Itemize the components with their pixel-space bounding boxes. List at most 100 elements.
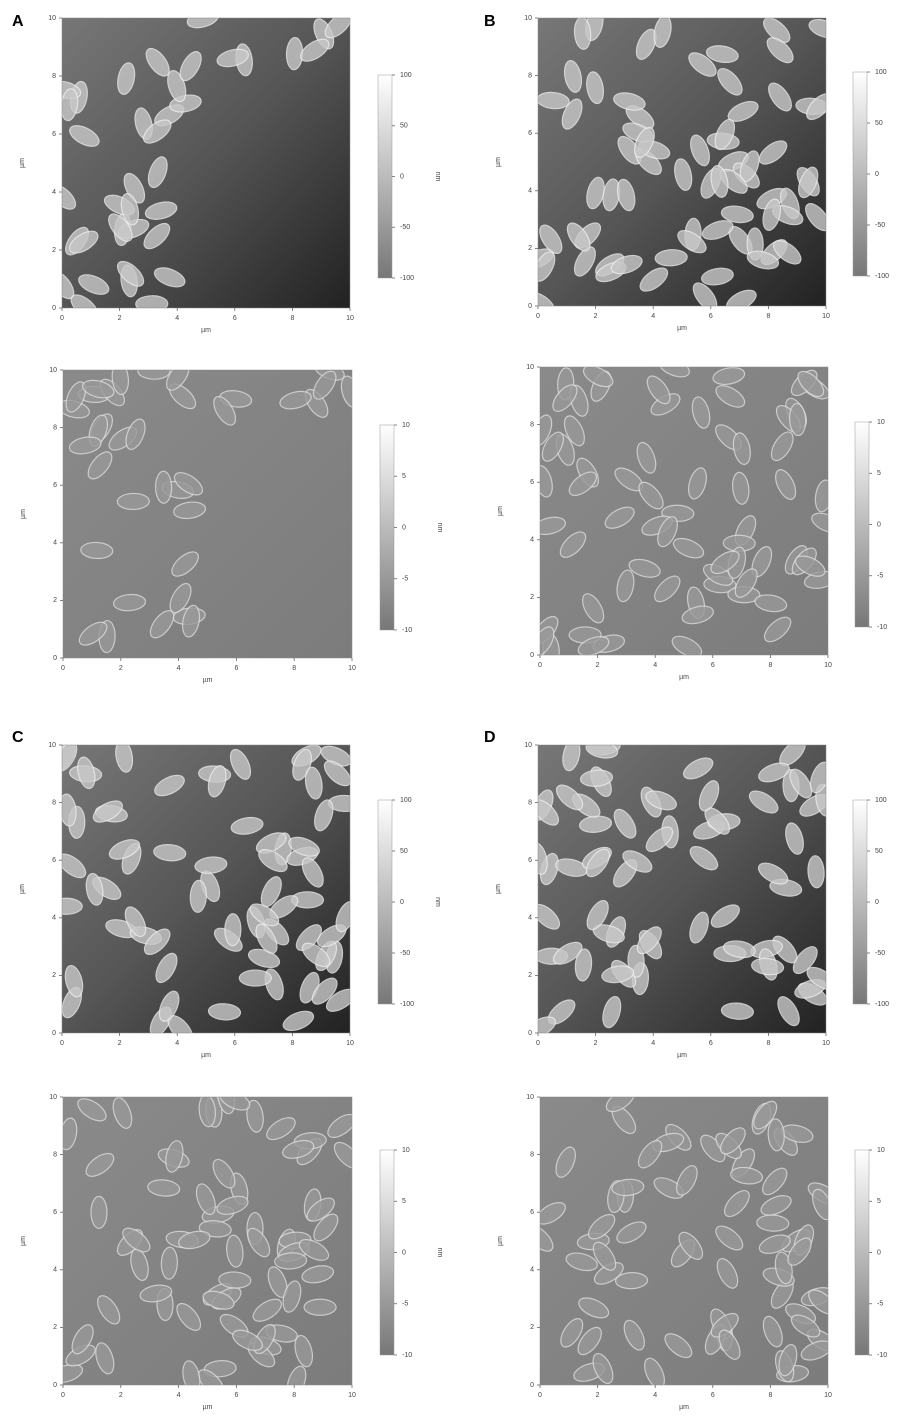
y-tick-label: 2 [52,247,56,254]
y-tick-label: 8 [53,1151,57,1158]
y-tick-label: 10 [524,742,532,749]
colorbar-tick-label: -10 [877,1352,887,1359]
colorbar-tick-label: 100 [875,797,887,804]
y-tick-label: 10 [48,742,56,749]
x-axis-label: µm [203,1404,213,1411]
cell [304,1299,336,1315]
x-tick-label: 6 [709,1040,713,1047]
y-tick-label: 6 [53,1209,57,1216]
afm-image [63,370,352,658]
y-tick-label: 4 [528,915,532,922]
x-tick-label: 6 [711,662,715,669]
colorbar-tick-label: 100 [400,797,412,804]
colorbar-tick-label: -50 [400,950,410,957]
panel-label: D [484,729,496,746]
x-tick-label: 10 [348,665,356,672]
x-tick-label: 8 [768,662,772,669]
colorbar-tick-label: 5 [402,473,406,480]
colorbar-tick-label: -100 [875,1001,889,1008]
y-tick-label: 4 [53,540,57,547]
y-tick-label: 10 [526,364,534,371]
x-axis-label: µm [679,674,689,681]
y-tick-label: 10 [526,1094,534,1101]
y-axis-label: µm [495,884,502,894]
y-tick-label: 2 [528,245,532,252]
cell [50,898,82,914]
colorbar-tick-label: 50 [400,848,408,855]
colorbar-tick-label: -100 [875,273,889,280]
y-tick-label: 6 [528,857,532,864]
colorbar-tick-label: 10 [877,419,885,426]
colorbar-tick-label: 10 [402,1147,410,1154]
x-tick-label: 6 [233,1040,237,1047]
y-tick-label: 0 [530,1382,534,1389]
x-tick-label: 0 [61,665,65,672]
colorbar-tick-label: 0 [402,524,406,531]
y-tick-label: 0 [528,303,532,310]
x-tick-label: 6 [709,313,713,320]
colorbar-unit: nm [436,1248,443,1258]
x-tick-label: 2 [596,662,600,669]
colorbar-tick-label: -100 [400,1001,414,1008]
x-axis-label: µm [201,1052,211,1059]
cell [136,295,168,312]
colorbar-tick-label: 0 [877,521,881,528]
cell [138,363,170,380]
y-tick-label: 10 [48,15,56,22]
x-tick-label: 0 [60,315,64,322]
x-tick-label: 0 [538,1392,542,1399]
x-tick-label: 8 [290,315,294,322]
y-tick-label: 2 [528,972,532,979]
y-tick-label: 0 [53,655,57,662]
colorbar-tick-label: -100 [400,275,414,282]
colorbar-tick-label: 0 [400,899,404,906]
x-tick-label: 4 [177,665,181,672]
x-tick-label: 4 [653,1392,657,1399]
colorbar [853,72,867,276]
colorbar-unit: nm [434,897,441,907]
x-tick-label: 0 [536,1040,540,1047]
y-tick-label: 4 [530,537,534,544]
y-tick-label: 6 [530,1209,534,1216]
colorbar-tick-label: 0 [875,171,879,178]
x-tick-label: 8 [768,1392,772,1399]
y-axis-label: µm [495,157,502,167]
x-tick-label: 6 [234,665,238,672]
y-tick-label: 0 [530,652,534,659]
y-tick-label: 8 [530,1151,534,1158]
x-tick-label: 8 [290,1040,294,1047]
x-tick-label: 4 [177,1392,181,1399]
y-tick-label: 0 [52,305,56,312]
colorbar-tick-label: 0 [402,1249,406,1256]
colorbar-tick-label: -10 [402,1352,412,1359]
colorbar-tick-label: -50 [400,224,410,231]
x-tick-label: 2 [118,1040,122,1047]
y-tick-label: 4 [528,188,532,195]
y-tick-label: 6 [528,130,532,137]
colorbar-tick-label: 5 [877,1198,881,1205]
y-tick-label: 8 [52,799,56,806]
y-axis-label: µm [497,506,504,516]
y-tick-label: 2 [530,1324,534,1331]
y-tick-label: 10 [49,367,57,374]
x-tick-label: 4 [175,315,179,322]
colorbar-tick-label: 10 [402,422,410,429]
figure: A02468100246810µmµm100500-50-100nm024681… [0,0,911,1421]
y-tick-label: 8 [528,799,532,806]
x-axis-label: µm [677,325,687,332]
y-axis-label: µm [497,1236,504,1246]
x-axis-label: µm [677,1052,687,1059]
colorbar-tick-label: 5 [402,1198,406,1205]
colorbar-tick-label: 0 [400,173,404,180]
colorbar-tick-label: -5 [877,1301,883,1308]
colorbar-tick-label: 50 [875,120,883,127]
x-tick-label: 0 [538,662,542,669]
colorbar-unit: nm [434,172,441,182]
y-tick-label: 10 [524,15,532,22]
x-tick-label: 10 [822,313,830,320]
colorbar-tick-label: 0 [875,899,879,906]
x-tick-label: 2 [594,313,598,320]
colorbar [378,800,392,1004]
y-tick-label: 6 [53,482,57,489]
x-tick-label: 10 [822,1040,830,1047]
